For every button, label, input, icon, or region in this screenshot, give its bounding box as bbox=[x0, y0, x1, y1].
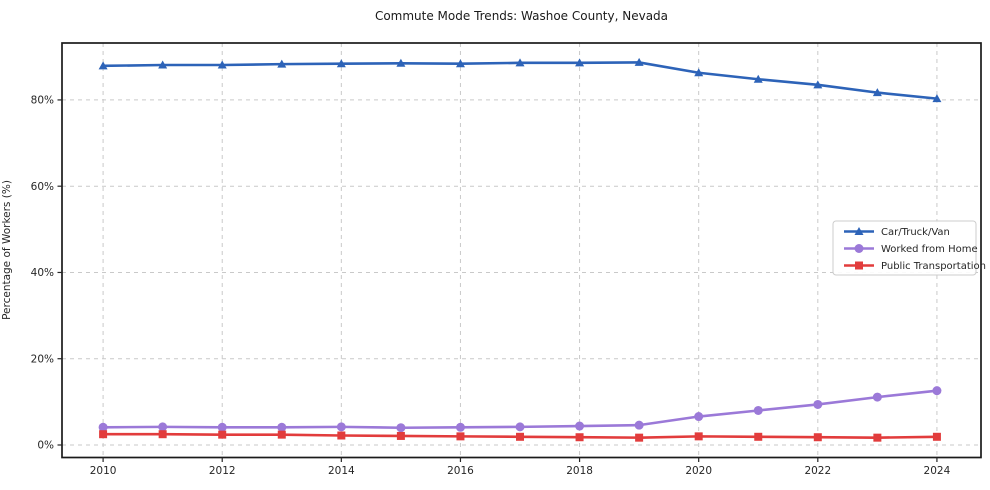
x-axis: 2010 2012 2014 2016 2018 2020 2022 2024 bbox=[90, 457, 951, 477]
data-point-worked-from-home bbox=[932, 386, 942, 396]
data-point-public-transportation bbox=[873, 433, 882, 442]
y-axis: 0% 20% 40% 60% 80% bbox=[31, 95, 62, 452]
legend-label: Worked from Home bbox=[881, 244, 978, 255]
data-point-public-transportation bbox=[218, 430, 227, 439]
plot-border bbox=[61, 42, 982, 459]
x-tick-label: 2020 bbox=[685, 465, 712, 477]
data-point-car-truck-van bbox=[396, 58, 406, 67]
data-point-public-transportation bbox=[813, 433, 822, 442]
data-point-car-truck-van bbox=[813, 80, 823, 89]
x-tick-label: 2014 bbox=[328, 465, 355, 477]
data-point-worked-from-home bbox=[813, 399, 823, 409]
data-point-car-truck-van bbox=[336, 59, 346, 68]
x-tick-label: 2012 bbox=[209, 465, 236, 477]
y-tick-label: 80% bbox=[31, 95, 54, 107]
data-point-public-transportation bbox=[456, 432, 465, 441]
data-point-worked-from-home bbox=[694, 412, 704, 422]
series-public-transportation bbox=[99, 430, 941, 442]
data-point-car-truck-van bbox=[217, 60, 227, 69]
data-point-public-transportation bbox=[277, 430, 286, 439]
data-point-worked-from-home bbox=[515, 422, 525, 432]
series-worked-from-home bbox=[98, 386, 942, 433]
data-point-public-transportation bbox=[932, 432, 941, 441]
data-point-car-truck-van bbox=[694, 68, 704, 77]
data-point-worked-from-home bbox=[455, 422, 465, 432]
chart-title: Commute Mode Trends: Washoe County, Neva… bbox=[374, 9, 669, 23]
data-point-worked-from-home bbox=[396, 423, 406, 433]
legend: Car/Truck/Van Worked from Home Public Tran… bbox=[832, 220, 986, 276]
data-point-public-transportation bbox=[575, 433, 584, 442]
series-car-truck-van bbox=[98, 57, 942, 103]
data-point-worked-from-home bbox=[634, 420, 644, 430]
data-point-car-truck-van bbox=[634, 57, 644, 66]
y-tick-label: 60% bbox=[31, 181, 54, 193]
data-point-car-truck-van bbox=[753, 74, 763, 83]
legend-marker bbox=[854, 227, 864, 236]
x-tick-label: 2022 bbox=[804, 465, 831, 477]
data-point-car-truck-van bbox=[277, 59, 287, 68]
series-line-car-truck-van bbox=[101, 61, 939, 100]
data-point-car-truck-van bbox=[575, 58, 585, 67]
series-line-worked-from-home bbox=[101, 389, 939, 430]
data-point-public-transportation bbox=[754, 432, 763, 441]
data-point-public-transportation bbox=[516, 432, 525, 441]
data-point-worked-from-home bbox=[336, 422, 346, 432]
legend-label: Public Transportation bbox=[881, 261, 986, 272]
x-tick-label: 2018 bbox=[566, 465, 593, 477]
x-tick-label: 2016 bbox=[447, 465, 474, 477]
data-point-public-transportation bbox=[396, 431, 405, 440]
y-axis-label: Percentage of Workers (%) bbox=[1, 180, 13, 320]
data-point-car-truck-van bbox=[98, 61, 108, 70]
x-tick-label: 2024 bbox=[924, 465, 951, 477]
data-point-public-transportation bbox=[99, 430, 108, 439]
x-tick-label: 2010 bbox=[90, 465, 117, 477]
data-point-worked-from-home bbox=[753, 405, 763, 415]
data-point-worked-from-home bbox=[158, 422, 168, 432]
legend-label: Car/Truck/Van bbox=[881, 227, 950, 238]
y-tick-label: 20% bbox=[31, 353, 54, 365]
legend-marker bbox=[854, 244, 864, 253]
data-point-car-truck-van bbox=[158, 60, 168, 69]
data-point-public-transportation bbox=[158, 430, 167, 439]
data-point-car-truck-van bbox=[515, 58, 525, 67]
legend-marker bbox=[855, 261, 863, 270]
data-point-worked-from-home bbox=[872, 392, 882, 402]
y-tick-label: 0% bbox=[37, 440, 54, 452]
data-point-public-transportation bbox=[694, 432, 703, 441]
data-point-worked-from-home bbox=[98, 422, 108, 432]
data-point-worked-from-home bbox=[277, 422, 287, 432]
data-point-public-transportation bbox=[337, 431, 346, 440]
legend-box bbox=[832, 220, 977, 276]
data-point-public-transportation bbox=[635, 433, 644, 442]
data-point-car-truck-van bbox=[872, 88, 882, 97]
y-tick-label: 40% bbox=[31, 267, 54, 279]
data-point-car-truck-van bbox=[932, 94, 942, 103]
data-point-car-truck-van bbox=[455, 59, 465, 68]
data-point-worked-from-home bbox=[217, 422, 227, 432]
data-point-worked-from-home bbox=[575, 421, 585, 431]
